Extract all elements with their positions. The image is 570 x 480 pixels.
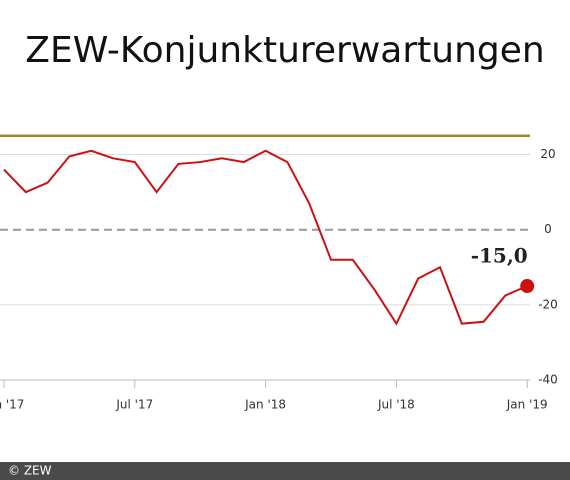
y-tick-label: -40 bbox=[538, 373, 558, 387]
footer: © ZEW bbox=[8, 464, 52, 478]
x-tick-label: Jan '17 bbox=[0, 398, 24, 412]
y-tick-label: 20 bbox=[540, 147, 555, 161]
chart-title: ZEW-Konjunkturerwartungen bbox=[25, 30, 544, 71]
value-label: -15,0 bbox=[471, 244, 528, 268]
y-tick-label: -20 bbox=[538, 297, 558, 311]
y-tick-label: 0 bbox=[544, 222, 552, 236]
end-marker bbox=[520, 279, 535, 294]
x-tick-label: Jul '18 bbox=[377, 398, 415, 412]
x-tick-label: Jan '18 bbox=[244, 398, 286, 412]
footer-bar bbox=[0, 462, 570, 480]
x-tick-label: Jul '17 bbox=[115, 398, 153, 412]
line bbox=[3, 149, 528, 326]
x-tick-label: Jan '19 bbox=[506, 398, 548, 412]
